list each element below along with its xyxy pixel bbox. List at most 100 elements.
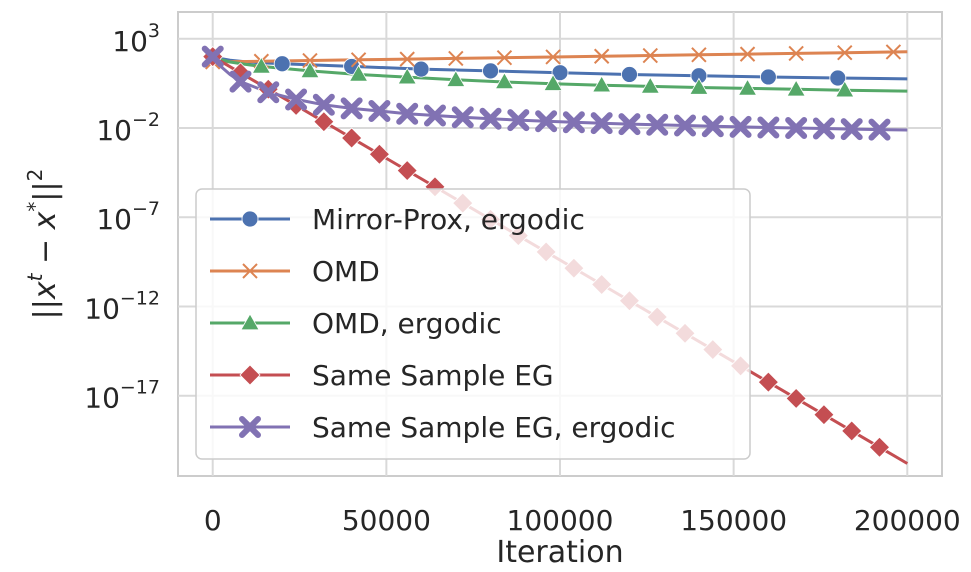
- series-marker: [242, 263, 258, 279]
- y-tick-label: 10−2: [96, 109, 160, 147]
- series-marker: [396, 159, 418, 182]
- y-tick-labels: 103 10−2 10−7 10−12 10−17: [84, 20, 160, 415]
- series-marker: [239, 416, 261, 438]
- series-marker: [496, 49, 513, 66]
- series-marker: [868, 118, 891, 141]
- series-marker: [737, 78, 758, 96]
- series-marker: [251, 56, 272, 74]
- series-marker: [239, 364, 261, 386]
- series-marker: [397, 67, 417, 85]
- series-marker: [621, 66, 638, 83]
- series-marker: [840, 118, 863, 141]
- series-marker: [340, 97, 363, 120]
- series-marker: [691, 47, 707, 63]
- series-marker: [591, 75, 612, 93]
- series-marker-group: [201, 45, 891, 141]
- series-marker: [646, 113, 669, 136]
- legend-label: OMD: [312, 255, 380, 288]
- series-marker: [479, 107, 502, 130]
- series-marker: [545, 49, 561, 65]
- series-marker: [312, 93, 335, 116]
- series-line: [212, 50, 908, 64]
- series-marker: [302, 52, 318, 69]
- series-marker: [841, 420, 863, 442]
- series-marker: [729, 115, 752, 138]
- series-marker: [759, 68, 777, 86]
- x-tick-label: 150000: [680, 504, 787, 537]
- y-axis-title: ||xt − x*||2: [23, 169, 63, 320]
- y-tick-label: 103: [112, 20, 160, 58]
- series-marker: [396, 102, 419, 125]
- series-marker: [448, 50, 464, 67]
- series-marker: [788, 45, 804, 62]
- series-marker: [786, 79, 806, 97]
- series-marker: [829, 69, 847, 87]
- series-marker: [201, 45, 224, 68]
- series-marker: [543, 73, 563, 91]
- series-marker: [507, 109, 530, 132]
- series-marker: [451, 106, 474, 129]
- series-marker: [350, 52, 367, 68]
- series-marker: [423, 104, 446, 127]
- legend-entry: OMD: [210, 255, 380, 288]
- x-axis-title: Iteration: [496, 535, 623, 570]
- legend-label: OMD, ergodic: [312, 307, 502, 340]
- legend-label: Mirror-Prox, ergodic: [312, 203, 585, 236]
- legend: Mirror-Prox, ergodic OMD OMD, ergodic Same …: [195, 188, 751, 460]
- series-line: [211, 55, 908, 132]
- series-marker: [642, 47, 658, 64]
- series-marker: [368, 143, 390, 165]
- series-marker: [835, 80, 855, 98]
- x-tick-label: 0: [204, 504, 222, 537]
- y-tick-label: 10−17: [84, 377, 160, 415]
- series-marker: [674, 114, 697, 137]
- series-marker: [757, 116, 780, 139]
- y-tick-label: 10−7: [96, 198, 160, 236]
- series-marker: [229, 70, 252, 93]
- series-marker: [368, 100, 391, 123]
- series-marker: [593, 48, 610, 64]
- y-tick-label: 10−12: [84, 287, 160, 325]
- series-marker: [313, 111, 335, 133]
- series-marker: [341, 127, 363, 149]
- series-marker: [285, 88, 308, 111]
- x-tick-labels: 0 50000 100000 150000 200000: [204, 504, 961, 537]
- series-marker: [618, 113, 641, 136]
- x-tick-label: 200000: [854, 504, 961, 537]
- series-marker: [868, 436, 891, 458]
- series-marker: [482, 62, 499, 80]
- legend-entry: Mirror-Prox, ergodic: [210, 203, 585, 236]
- series-marker: [399, 51, 415, 67]
- series-marker: [739, 46, 756, 62]
- series-marker: [240, 313, 260, 331]
- series-marker: [551, 64, 569, 82]
- series-marker: [273, 55, 291, 73]
- series-marker-group: [205, 44, 902, 70]
- series-line: [212, 55, 908, 93]
- series-marker: [241, 210, 259, 228]
- legend-label: Same Sample EG, ergodic: [312, 411, 676, 444]
- x-tick-label: 100000: [507, 504, 614, 537]
- legend-entry: Same Sample EG, ergodic: [210, 411, 676, 444]
- series-marker: [535, 110, 558, 133]
- series-marker: [885, 44, 902, 60]
- series-marker: [300, 61, 320, 79]
- legend-label: Same Sample EG: [312, 359, 554, 392]
- x-tick-label: 50000: [342, 504, 431, 537]
- series-marker: [785, 387, 807, 409]
- series-marker: [590, 112, 613, 135]
- series-marker: [813, 404, 835, 426]
- y-axis-title-text: ||xt − x*||2: [23, 169, 63, 320]
- series-marker: [446, 70, 466, 87]
- series-marker-group: [203, 46, 855, 98]
- series-marker: [562, 111, 585, 134]
- series-marker: [348, 64, 369, 82]
- legend-box: [195, 188, 751, 460]
- series-marker: [757, 371, 779, 393]
- series-marker: [785, 117, 808, 139]
- series-marker: [640, 76, 660, 94]
- series-marker: [689, 77, 709, 95]
- series-marker: [837, 44, 853, 61]
- series-marker: [494, 72, 515, 90]
